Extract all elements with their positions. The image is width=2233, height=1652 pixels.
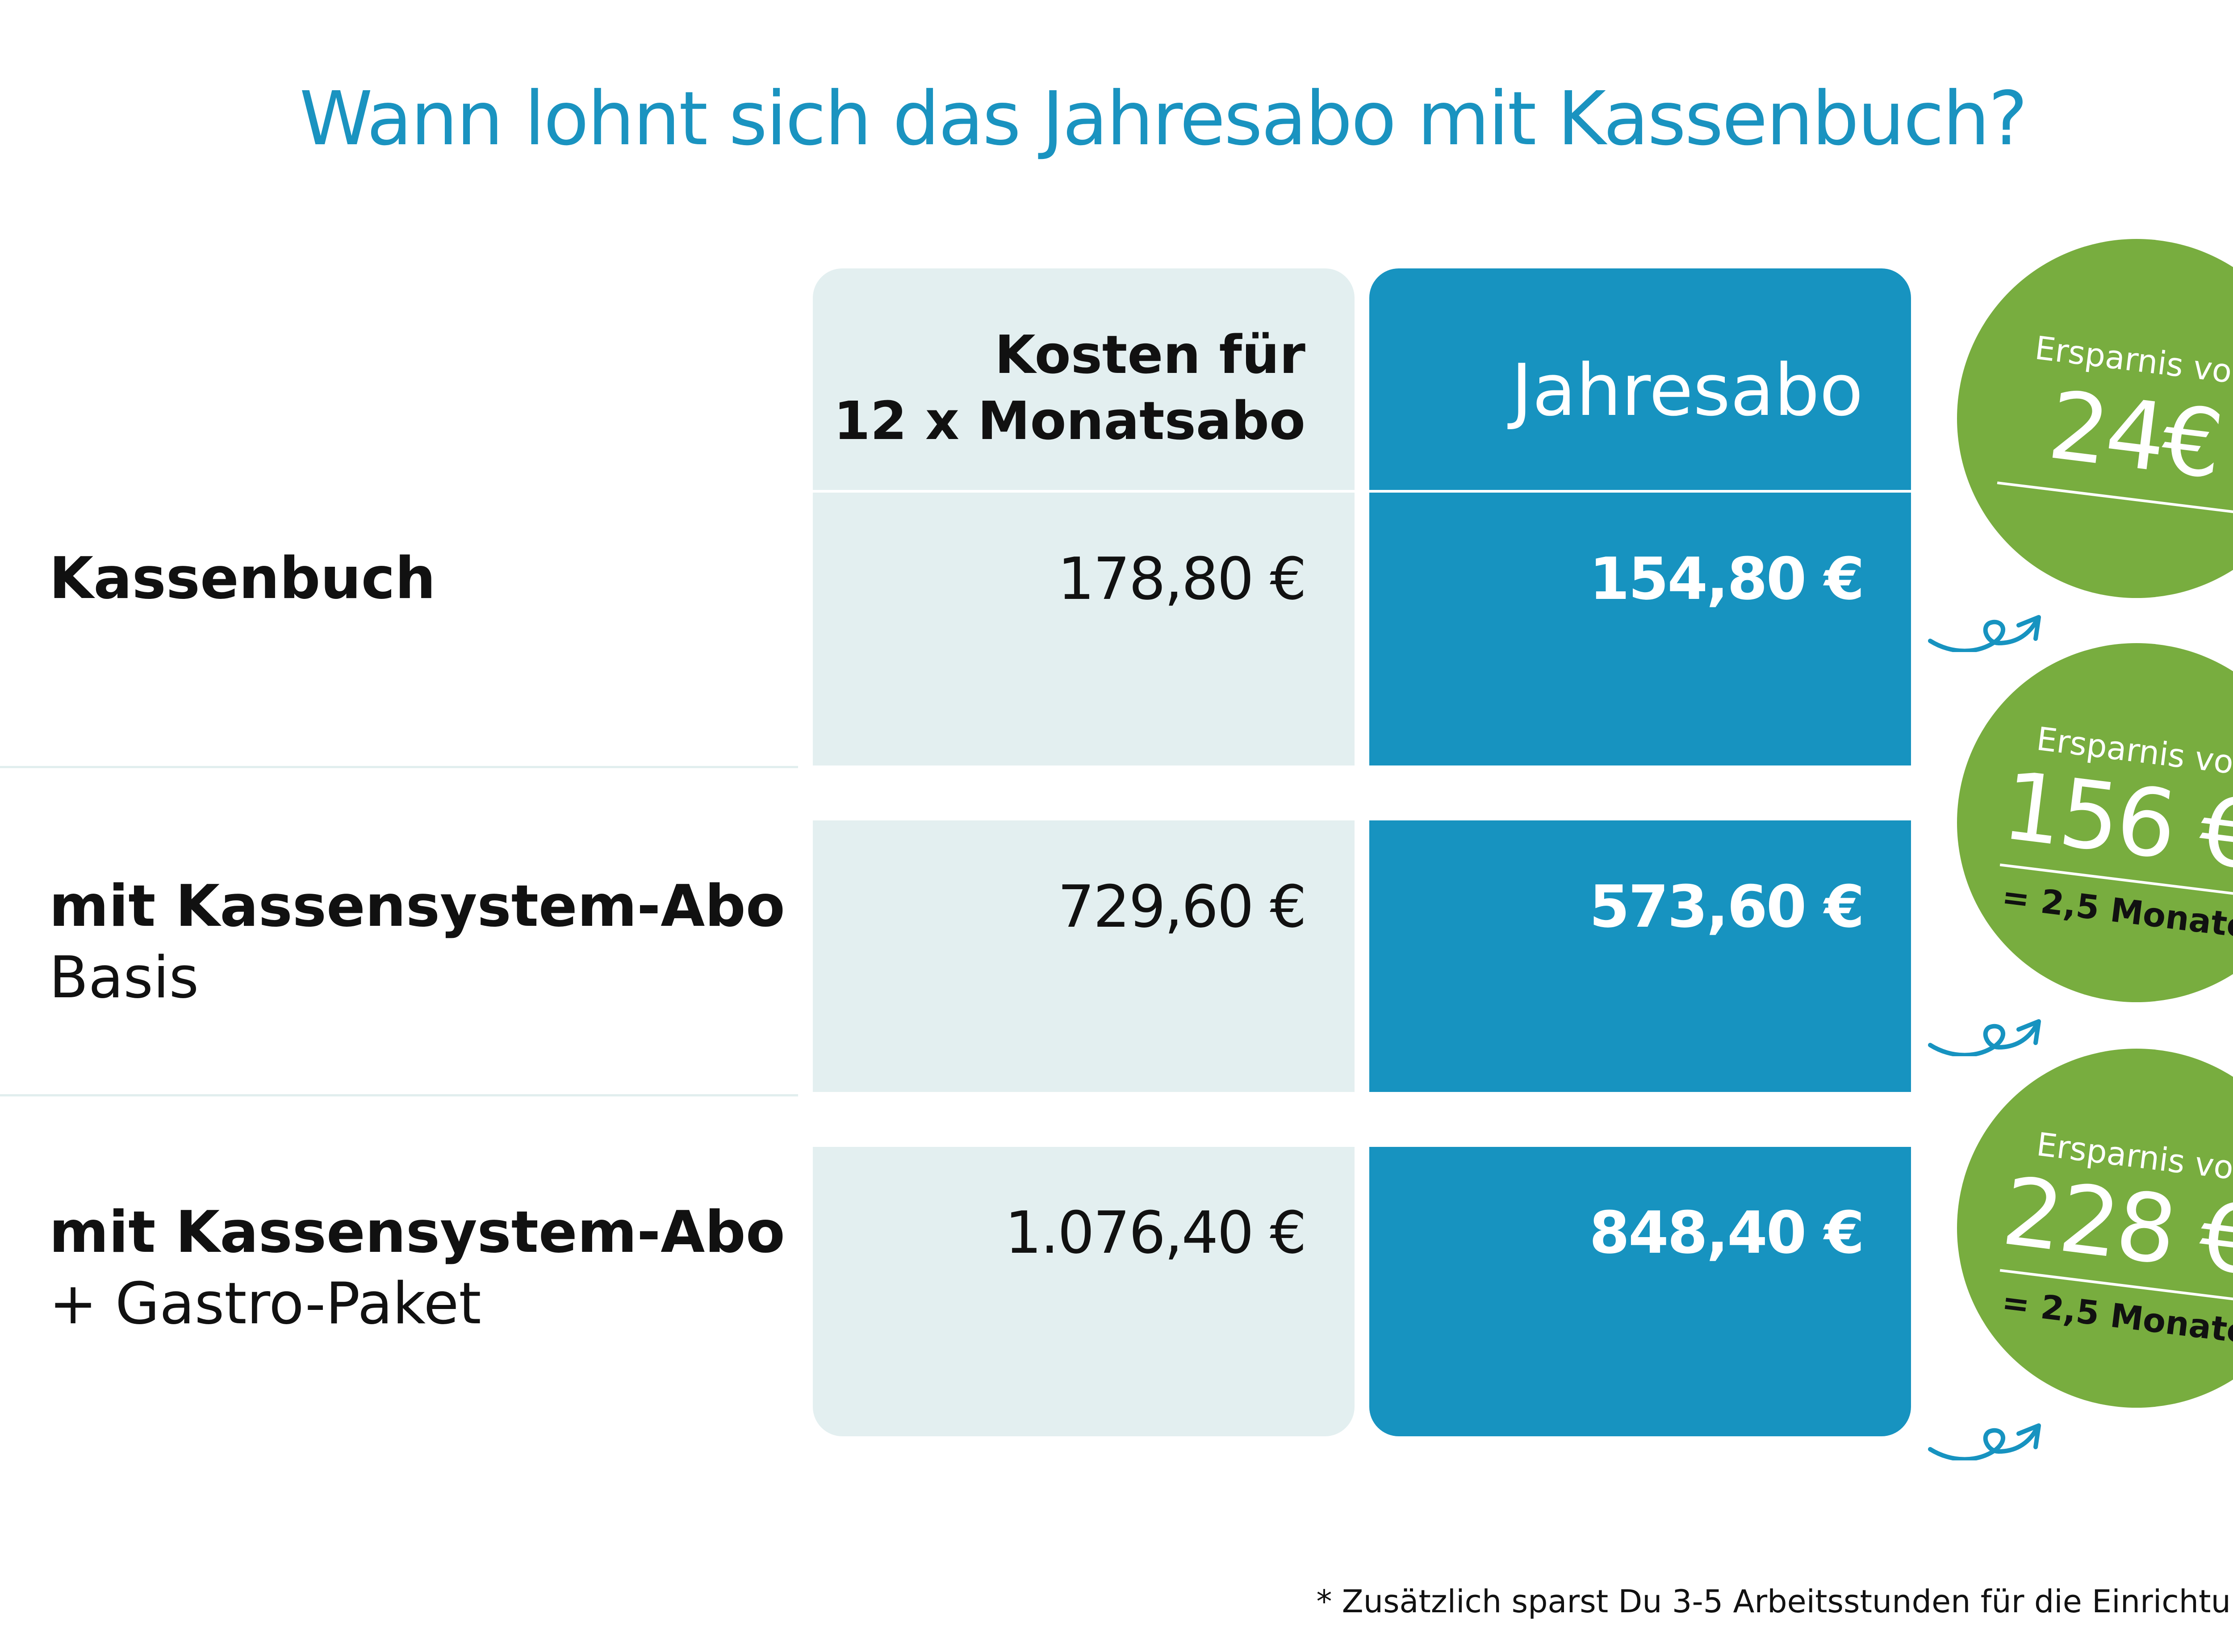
yearly-column-top [1369,268,1911,765]
row-label-gastro: mit Kassensystem-Abo + Gastro-Paket [49,1197,785,1340]
monthly-column-header: Kosten für 12 x Monatsabo [813,322,1305,454]
curly-arrow-icon [1928,1019,2041,1056]
monthly-header-line1: Kosten für [995,324,1305,385]
row-sublabel: + Gastro-Paket [49,1271,481,1337]
monthly-price: 1.076,40 € [1005,1199,1307,1267]
header-divider [813,490,1911,493]
yearly-cell-row3 [1369,1147,1911,1436]
curly-arrow-icon [1928,1423,2041,1460]
yearly-price: 848,40 € [1589,1199,1865,1267]
footnote: * Zusätzlich sparst Du 3-5 Arbeitsstunde… [1316,1583,2233,1620]
yearly-cell-row2 [1369,820,1911,1092]
monthly-cell-row3 [813,1147,1355,1436]
row-label-kassenbuch: Kassenbuch [49,543,436,615]
savings-badge: Ersparnis von 156 €* = 2,5 Monate [1957,643,2233,1002]
row-separator [0,1094,798,1096]
yearly-price: 573,60 € [1589,873,1865,941]
yearly-column-header: Jahresabo [1511,348,1863,432]
monthly-price: 178,80 € [1058,545,1307,613]
savings-amount: 24€ [2043,370,2226,500]
monthly-column-top [813,268,1355,765]
row-label: mit Kassensystem-Abo [49,1199,785,1266]
curly-arrow-icon [1928,615,2041,652]
monthly-cell-row2 [813,820,1355,1092]
row-sublabel: Basis [49,945,199,1011]
page-title: Wann lohnt sich das Jahresabo mit Kassen… [299,76,2028,162]
row-label-basis: mit Kassensystem-Abo Basis [49,871,785,1014]
savings-badge: Ersparnis von 24€ [1957,239,2233,598]
monthly-header-line2: 12 x Monatsabo [833,390,1305,452]
row-separator [0,766,798,768]
row-label: Kassenbuch [49,545,436,612]
savings-badge: Ersparnis von 228 €* = 2,5 Monate [1957,1049,2233,1408]
monthly-price: 729,60 € [1058,873,1307,941]
yearly-price: 154,80 € [1589,545,1865,613]
row-label: mit Kassensystem-Abo [49,873,785,940]
